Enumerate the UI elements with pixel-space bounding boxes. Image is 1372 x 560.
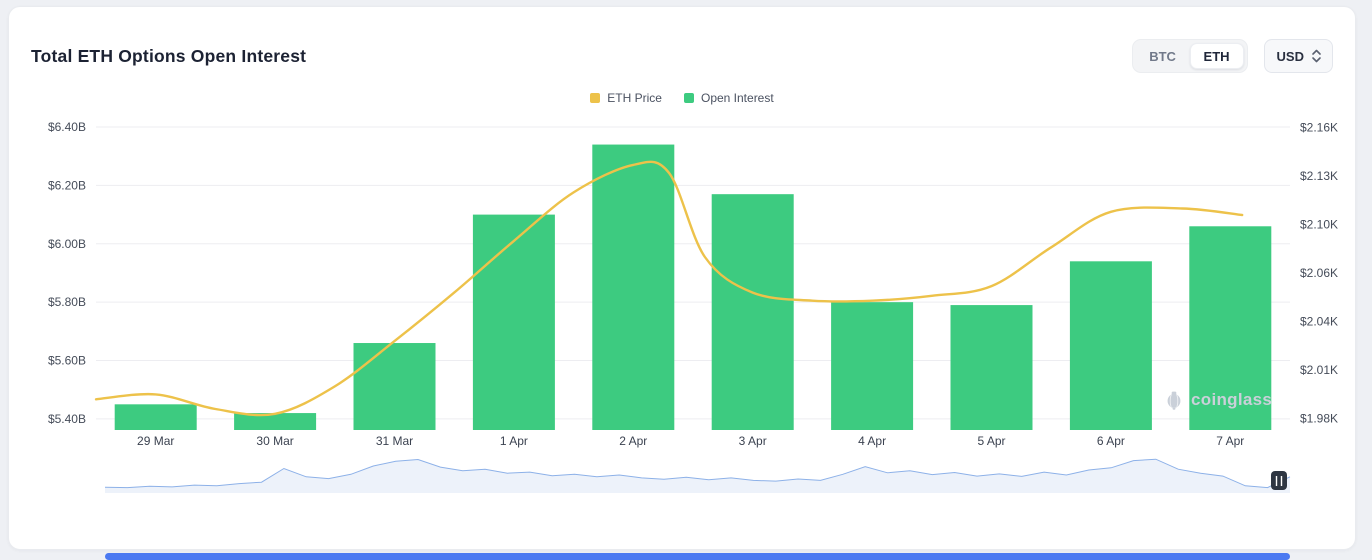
legend-item-open-interest[interactable]: Open Interest <box>683 91 774 105</box>
open-interest-swatch <box>683 93 694 103</box>
coinglass-watermark-text: coinglass <box>1191 390 1273 409</box>
currency-select[interactable]: USD <box>1263 39 1333 73</box>
legend-label-eth-price: ETH Price <box>607 91 662 105</box>
coinglass-logo-icon <box>1167 391 1181 410</box>
chart-controls: BTC ETH USD <box>1131 39 1333 73</box>
coin-toggle-btc[interactable]: BTC <box>1136 43 1190 69</box>
coinglass-watermark: coinglass <box>1163 389 1272 411</box>
horizontal-scrollbar[interactable] <box>105 553 1290 560</box>
page-title: Total ETH Options Open Interest <box>31 45 307 66</box>
chart-header: Total ETH Options Open Interest BTC ETH … <box>9 7 1355 73</box>
coin-toggle-eth[interactable]: ETH <box>1189 43 1244 69</box>
chart-card: Total ETH Options Open Interest BTC ETH … <box>8 6 1356 550</box>
chevron-up-down-icon <box>1312 49 1321 63</box>
eth-price-swatch <box>590 93 601 103</box>
coin-toggle: BTC ETH <box>1131 39 1248 73</box>
chart-legend: ETH Price Open Interest <box>9 91 1355 105</box>
legend-label-open-interest: Open Interest <box>700 91 774 105</box>
legend-item-eth-price[interactable]: ETH Price <box>590 91 662 105</box>
currency-select-value: USD <box>1276 48 1304 64</box>
